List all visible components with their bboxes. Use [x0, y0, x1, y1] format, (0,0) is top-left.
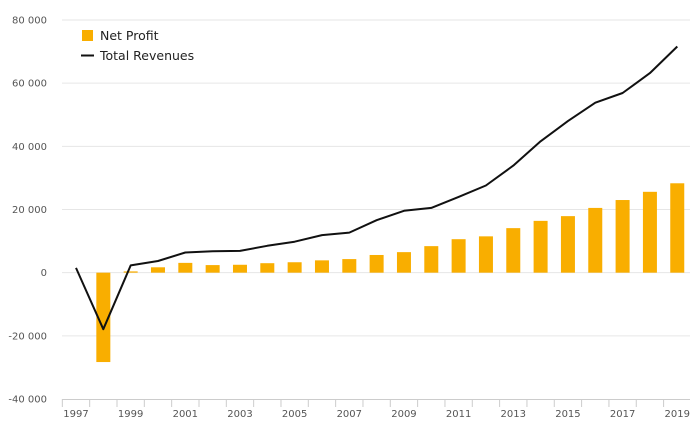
x-tick-label: 2003: [227, 409, 252, 420]
net-profit-bar: [96, 272, 111, 363]
net-profit-bar: [150, 267, 165, 273]
net-profit-bar: [642, 191, 657, 273]
net-profit-bars: [96, 183, 685, 363]
legend-total-revenues-label: Total Revenues: [99, 48, 194, 63]
x-tick-label: 2017: [610, 409, 635, 420]
x-axis: 1997 1999 2001 2003 2005 2007 2009 2011 2013 2015…: [61, 399, 690, 420]
net-profit-bar: [287, 262, 302, 273]
x-tick-label: 2007: [337, 409, 362, 420]
x-tick-label: 2011: [446, 409, 471, 420]
net-profit-bar: [424, 246, 439, 273]
total-revenues-line: [75, 45, 678, 331]
net-profit-bar: [588, 207, 603, 273]
net-profit-bar: [478, 236, 493, 273]
y-tick-label: 20 000: [12, 205, 47, 216]
x-tick-label: 2001: [173, 409, 198, 420]
net-profit-bar: [342, 259, 357, 273]
x-tick-label: 1997: [63, 409, 88, 420]
y-tick-label: 0: [41, 268, 47, 279]
net-profit-bar: [451, 239, 466, 273]
x-tick-label: 1999: [118, 409, 143, 420]
net-profit-bar: [123, 271, 138, 273]
net-profit-bar: [396, 252, 411, 273]
gridlines: [62, 19, 690, 337]
y-tick-label: 80 000: [12, 16, 47, 27]
net-profit-bar: [232, 264, 247, 273]
net-profit-bar: [314, 260, 329, 273]
y-tick-label: -20 000: [8, 331, 47, 342]
y-tick-label: 40 000: [12, 142, 47, 153]
legend-net-profit-swatch: [82, 30, 93, 41]
legend-net-profit-label: Net Profit: [100, 28, 159, 43]
x-tick-label: 2005: [282, 409, 307, 420]
x-tick-label: 2019: [665, 409, 690, 420]
net-profit-bar: [615, 200, 630, 273]
y-axis-tick-labels: 80 000 60 000 40 000 20 000 0 -20 000 -40 000: [8, 16, 47, 406]
legend: Net Profit Total Revenues: [81, 28, 194, 63]
net-profit-bar: [533, 220, 548, 273]
net-profit-bar: [178, 262, 193, 273]
x-tick-label: 2009: [391, 409, 416, 420]
net-profit-bar: [205, 265, 220, 273]
net-profit-bar: [506, 228, 521, 273]
net-profit-bar: [670, 183, 685, 273]
net-profit-bar: [369, 254, 384, 273]
y-tick-label: -40 000: [8, 395, 47, 406]
net-profit-bar: [260, 263, 275, 273]
y-tick-label: 60 000: [12, 79, 47, 90]
net-profit-bar: [560, 216, 575, 273]
total-revenues-line-group: [75, 45, 678, 331]
x-tick-label: 2013: [501, 409, 526, 420]
x-tick-label: 2015: [555, 409, 580, 420]
